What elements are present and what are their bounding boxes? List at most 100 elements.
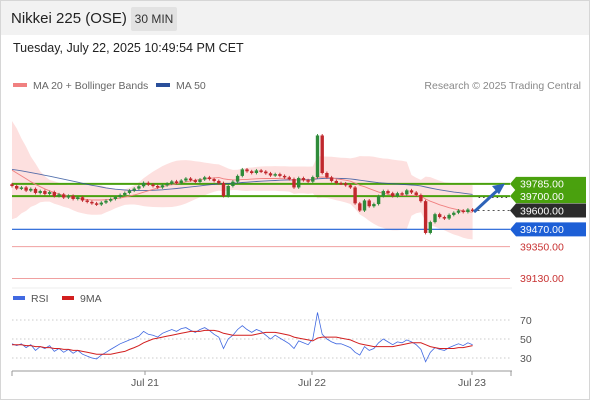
chart-header: Nikkei 225 (OSE) 30 MIN [1,1,589,35]
candle [137,186,141,189]
candle [226,186,230,197]
forecast-arrow-shaft [472,189,499,214]
price-tag-bg-39700.00 [510,189,586,204]
candle [240,169,244,176]
candle [278,174,282,176]
candle [38,191,42,193]
candle [372,204,376,207]
candle [334,180,338,184]
candle [231,181,235,186]
price-tag-bg-39470.00 [510,222,586,237]
candle [151,184,155,187]
candle [273,174,277,176]
candle [315,135,320,178]
candle [179,180,183,184]
candle [353,187,357,204]
candle [400,193,404,195]
price-tag-39470.00: 39470.00 [520,224,564,236]
candle [344,183,348,186]
interval-badge[interactable]: 30 MIN [131,7,177,31]
candle [287,177,291,180]
candle [132,188,136,191]
candle [329,177,334,181]
timestamp: Tuesday, July 22, 2025 10:49:54 PM CET [13,41,244,55]
candle [386,191,390,194]
candle [221,183,226,197]
candle [203,177,207,180]
legend-label-ma20: MA 20 + Bollinger Bands [33,80,149,92]
candle [395,193,400,197]
candle [428,222,432,233]
legend-ma9: 9MA [62,293,102,305]
candle [447,214,451,219]
candle [325,173,329,178]
candle [47,192,52,194]
legend-swatch-ma20 [13,83,27,88]
candle [264,171,268,174]
x-tick-label-Jul-23: Jul 23 [458,377,486,389]
candle [235,175,240,182]
candle [141,182,146,187]
candle [452,212,456,215]
candle [165,183,169,186]
candle [301,178,306,181]
candle [405,190,409,195]
legend-bollinger: MA 20 + Bollinger Bands [13,80,148,92]
candle [306,180,310,182]
candle [376,196,381,205]
legend-swatch-ma50 [156,83,170,88]
legend-swatch-ma9 [62,296,74,301]
rsi-tick-label-50: 50 [520,334,532,346]
x-tick-label-Jul-22: Jul 22 [298,377,326,389]
candle [391,193,395,197]
x-tick-label-Jul-21: Jul 21 [131,377,159,389]
candle [217,180,221,184]
ma50-line [11,168,473,195]
forecast-arrow-head [492,183,505,195]
candle [188,178,193,181]
candle [282,175,287,178]
instrument-title: Nikkei 225 (OSE) [11,10,127,27]
candle [99,202,103,205]
candle [367,200,371,207]
candle [94,203,99,205]
candle [297,178,301,188]
candle [311,177,315,182]
candle [414,192,418,195]
legend-label-rsi: RSI [31,293,49,305]
candle [362,200,367,211]
candle [470,209,475,212]
price-tag-39785.00: 39785.00 [520,179,564,191]
candle [85,200,89,202]
candle [80,197,85,201]
price-tag-39700.00: 39700.00 [520,191,564,203]
candle [109,199,113,201]
candle [76,197,80,199]
candle [358,203,362,211]
candle [466,209,470,212]
candle [245,169,249,172]
candle [433,214,437,223]
candle [438,214,442,218]
candle [461,210,465,213]
price-tag-bg-39785.00 [510,176,586,191]
candles [10,134,475,235]
candle [423,201,428,233]
candle [10,184,14,186]
candle [127,190,132,193]
candle [254,170,259,173]
rsi-tick-label-70: 70 [520,315,532,327]
candle [339,183,343,185]
candle [52,192,56,197]
candle [184,178,188,181]
rsi-tick-label-30: 30 [520,353,532,365]
candle [19,187,24,189]
candle [348,185,353,188]
research-credit: Research © 2025 Trading Central [424,80,581,92]
candle [90,201,94,204]
candle [198,179,202,182]
candle [66,195,71,198]
candle [15,186,19,189]
price-tag-39600.00: 39600.00 [520,205,564,217]
